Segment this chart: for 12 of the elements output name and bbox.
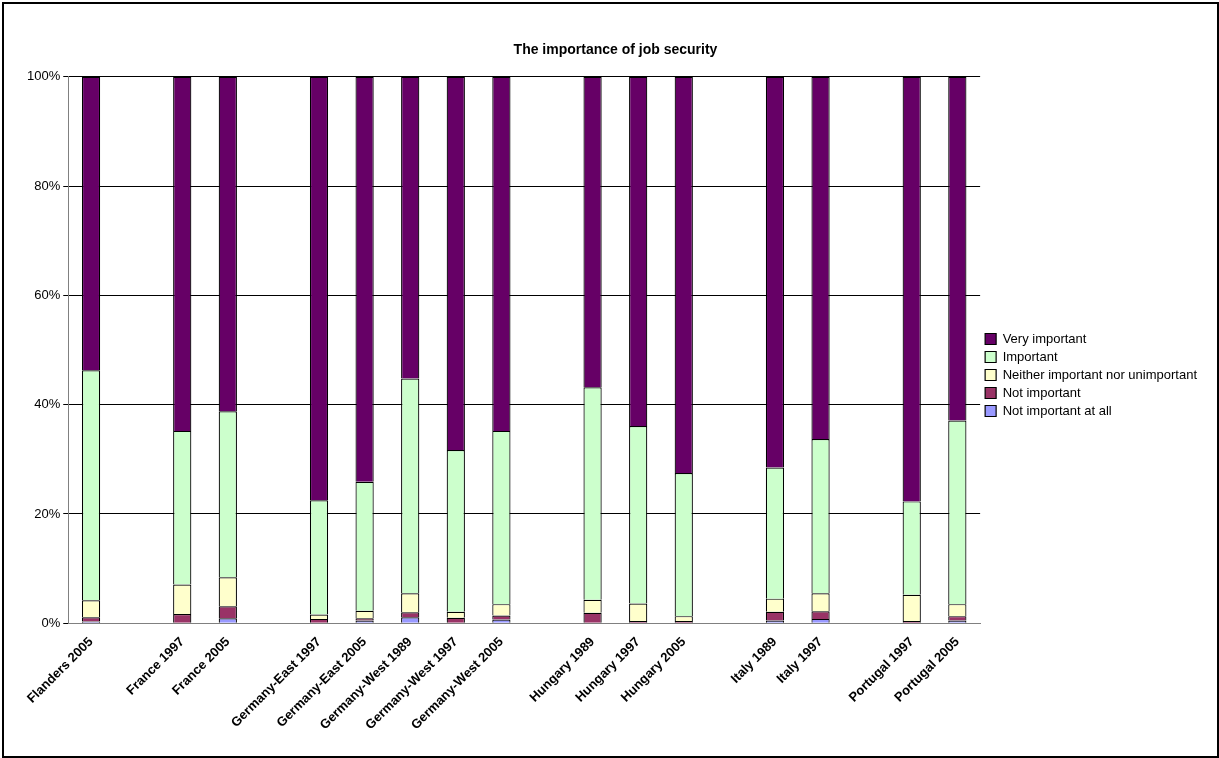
- y-tick-label: 80%: [34, 177, 61, 193]
- legend-label: Not important at all: [1002, 402, 1112, 418]
- y-tick-label: 40%: [34, 396, 61, 412]
- legend-label: Very important: [1002, 330, 1087, 346]
- legend-label: Important: [1002, 348, 1058, 364]
- y-tick-label: 60%: [34, 286, 61, 302]
- chart-title: The importance of job security: [513, 41, 718, 58]
- legend-label: Not important: [1002, 384, 1082, 400]
- legend-label: Neither important nor unimportant: [1002, 366, 1198, 382]
- y-tick-label: 20%: [34, 505, 61, 521]
- y-tick-label: 0%: [41, 614, 61, 630]
- y-tick-label: 100%: [27, 68, 61, 84]
